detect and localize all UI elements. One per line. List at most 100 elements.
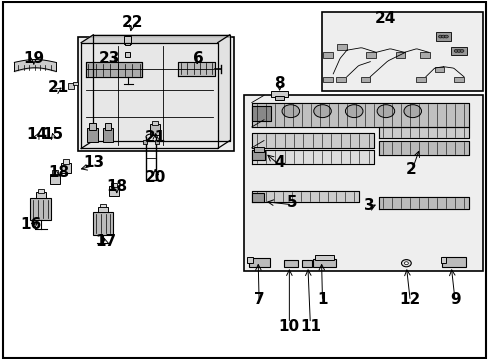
- Bar: [93, 212, 113, 234]
- Bar: [312, 259, 335, 267]
- Polygon shape: [178, 62, 215, 76]
- Bar: [78, 37, 233, 151]
- Bar: [251, 193, 264, 202]
- Circle shape: [376, 105, 394, 118]
- Text: 9: 9: [449, 292, 460, 307]
- Text: 23: 23: [98, 50, 120, 66]
- Bar: [336, 44, 346, 50]
- Text: 14: 14: [27, 127, 48, 141]
- Text: 12: 12: [399, 292, 420, 307]
- Bar: [150, 125, 159, 135]
- Polygon shape: [251, 133, 373, 148]
- Polygon shape: [81, 35, 229, 42]
- Bar: [124, 52, 130, 57]
- Text: 2: 2: [405, 162, 416, 177]
- Text: 21: 21: [145, 130, 166, 145]
- Text: 18: 18: [48, 165, 70, 180]
- Bar: [243, 95, 483, 271]
- Text: 21: 21: [47, 80, 69, 95]
- Bar: [274, 96, 284, 100]
- Circle shape: [403, 105, 421, 118]
- Bar: [155, 140, 158, 144]
- Circle shape: [438, 35, 442, 38]
- Bar: [123, 36, 131, 44]
- Bar: [124, 43, 130, 45]
- Circle shape: [441, 35, 445, 38]
- Circle shape: [456, 49, 460, 52]
- Text: 15: 15: [43, 127, 64, 141]
- Polygon shape: [378, 140, 468, 155]
- Bar: [415, 77, 425, 82]
- Polygon shape: [378, 197, 468, 209]
- Text: 13: 13: [83, 155, 104, 170]
- Text: 20: 20: [145, 170, 166, 185]
- Text: 24: 24: [374, 11, 396, 26]
- Bar: [440, 257, 446, 263]
- Bar: [89, 123, 96, 130]
- Text: 8: 8: [274, 76, 285, 91]
- Bar: [284, 260, 298, 267]
- Bar: [38, 189, 43, 193]
- Bar: [419, 52, 429, 58]
- Bar: [314, 255, 333, 260]
- Polygon shape: [93, 35, 229, 140]
- Bar: [251, 107, 271, 121]
- Bar: [395, 52, 405, 58]
- Bar: [152, 121, 158, 126]
- Bar: [434, 67, 444, 72]
- Bar: [68, 84, 74, 89]
- Bar: [61, 163, 71, 173]
- Bar: [52, 170, 58, 174]
- Circle shape: [444, 35, 447, 38]
- Bar: [453, 77, 463, 82]
- Circle shape: [313, 105, 330, 118]
- Text: 17: 17: [95, 234, 116, 249]
- Polygon shape: [81, 42, 217, 148]
- Text: 7: 7: [253, 292, 264, 307]
- Bar: [73, 81, 78, 85]
- Text: 6: 6: [192, 51, 203, 66]
- Bar: [251, 150, 265, 160]
- Bar: [249, 258, 269, 267]
- Text: 1: 1: [317, 292, 327, 307]
- Bar: [63, 159, 69, 163]
- Bar: [104, 123, 111, 130]
- Bar: [111, 183, 117, 187]
- Bar: [442, 257, 465, 267]
- Polygon shape: [251, 191, 358, 202]
- Bar: [109, 186, 119, 196]
- Bar: [366, 52, 375, 58]
- Bar: [321, 12, 483, 91]
- Bar: [100, 204, 106, 207]
- Bar: [87, 129, 98, 142]
- Circle shape: [404, 262, 407, 265]
- Bar: [30, 198, 51, 220]
- Text: 10: 10: [278, 319, 299, 334]
- Bar: [247, 257, 253, 263]
- Text: 19: 19: [23, 51, 44, 66]
- Text: 3: 3: [363, 198, 373, 213]
- Text: 18: 18: [106, 179, 127, 194]
- Text: 4: 4: [274, 155, 285, 170]
- Polygon shape: [251, 103, 468, 127]
- Bar: [435, 32, 450, 41]
- Bar: [36, 192, 45, 198]
- Bar: [270, 91, 288, 97]
- Text: 22: 22: [122, 15, 143, 30]
- Text: 16: 16: [20, 217, 41, 232]
- Circle shape: [401, 260, 410, 267]
- Polygon shape: [86, 62, 142, 77]
- Bar: [323, 52, 332, 58]
- Bar: [323, 77, 332, 82]
- Bar: [450, 46, 466, 55]
- Bar: [335, 77, 345, 82]
- Bar: [302, 260, 311, 267]
- Circle shape: [459, 49, 463, 52]
- Bar: [98, 207, 108, 212]
- Circle shape: [453, 49, 457, 52]
- Polygon shape: [378, 127, 468, 138]
- Text: 11: 11: [299, 319, 320, 334]
- Bar: [102, 129, 113, 142]
- Bar: [360, 77, 369, 82]
- Polygon shape: [251, 150, 373, 164]
